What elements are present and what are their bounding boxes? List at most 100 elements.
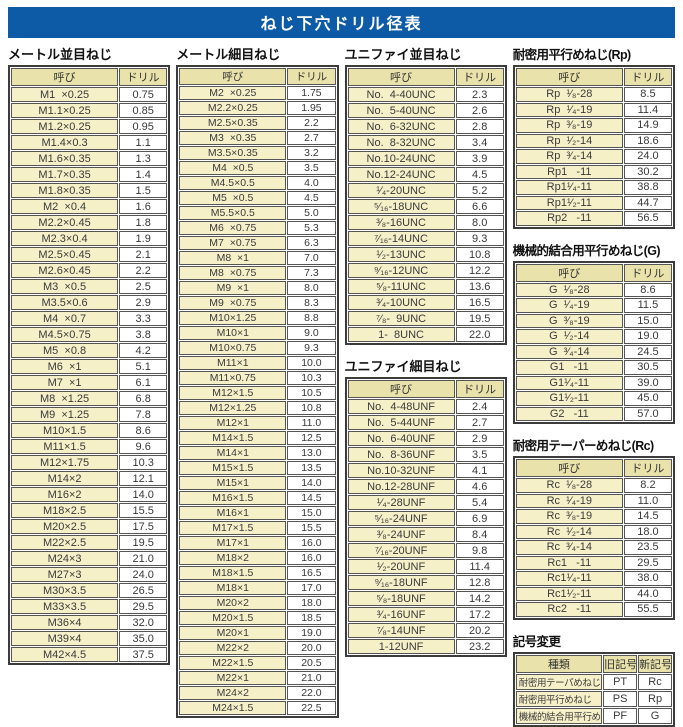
col-header-name: 呼び	[515, 68, 623, 86]
thread-name-cell: No. 8-36UNF	[347, 447, 455, 462]
thread-name-cell: M5 ×0.8	[11, 343, 119, 358]
thread-name-cell: M3 ×0.5	[11, 279, 119, 294]
drill-value-cell: 24.0	[623, 149, 672, 164]
drill-value-cell: 11.5	[623, 298, 672, 313]
section-heading-g: 機械的結合用平行めねじ(G)	[512, 243, 661, 258]
drill-value-cell: 5.2	[455, 183, 504, 198]
drill-value-cell: 10.3	[119, 455, 168, 470]
drill-value-cell: 2.2	[119, 263, 168, 278]
drill-value-cell: 1.3	[119, 151, 168, 166]
table-columns: メートル並目ねじ 呼び ドリル M1 ×0.25 0.75 M1.1×0.25 0.8…	[8, 43, 675, 727]
drill-value-cell: 6.8	[119, 391, 168, 406]
thread-name-cell: M7 ×0.75	[179, 236, 287, 250]
drill-value-cell: 6.9	[455, 511, 504, 526]
table-row: M14×1 13.0	[179, 446, 336, 460]
thread-name-cell: M1.6×0.35	[11, 151, 119, 166]
table-row: M24×2 22.0	[179, 686, 336, 700]
table-row: M1.7×0.35 1.4	[11, 167, 168, 182]
drill-value-cell: 23.5	[623, 540, 672, 555]
thread-name-cell: M17×1	[179, 536, 287, 550]
thread-name-cell: ¹⁄₄-28UNF	[347, 495, 455, 510]
table-row: ⁷⁄₁₆-14UNC 9.3	[347, 231, 504, 246]
table-row: M5.5×0.5 5.0	[179, 206, 336, 220]
table-row: G ³⁄₄-14 24.5	[515, 344, 672, 359]
drill-value-cell: 11.4	[455, 559, 504, 574]
drill-value-cell: 4.1	[455, 463, 504, 478]
header-row: 呼び ドリル	[515, 263, 672, 282]
thread-name-cell: M7 ×1	[11, 375, 119, 390]
table-row: M12×1.75 10.3	[11, 455, 168, 470]
drill-value-cell: 26.5	[119, 583, 168, 598]
header-row: 呼び ドリル	[179, 68, 336, 85]
table-row: M20×2 18.0	[179, 596, 336, 610]
thread-name-cell: M9 ×0.75	[179, 296, 287, 310]
drill-value-cell: 2.9	[455, 431, 504, 446]
thread-name-cell: M22×1	[179, 671, 287, 685]
drill-value-cell: 20.2	[455, 623, 504, 638]
thread-name-cell: ¹⁄₂-13UNC	[347, 247, 455, 262]
col-header-drill: ドリル	[455, 380, 504, 398]
drill-value-cell: 17.5	[119, 519, 168, 534]
thread-name-cell: M12×1.5	[179, 386, 287, 400]
col-header-drill: ドリル	[623, 68, 672, 86]
table-row: ⁵⁄₁₆-24UNF 6.9	[347, 511, 504, 526]
drill-value-cell: 3.2	[287, 146, 336, 160]
thread-name-cell: G ³⁄₈-19	[515, 313, 623, 328]
thread-name-cell: ⁹⁄₁₆-18UNF	[347, 575, 455, 590]
thread-name-cell: M1.2×0.25	[11, 119, 119, 134]
table-row: M18×1 17.0	[179, 581, 336, 595]
col-header-name: 呼び	[11, 68, 119, 86]
drill-value-cell: 9.3	[455, 231, 504, 246]
table-row: Rc2 -11 55.5	[515, 602, 672, 617]
thread-name-cell: M4.5×0.75	[11, 327, 119, 342]
table-row: M18×2 16.0	[179, 551, 336, 565]
drill-value-cell: 18.5	[287, 611, 336, 625]
thread-name-cell: Rc ³⁄₈-19	[515, 509, 623, 524]
thread-name-cell: No.12-24UNC	[347, 167, 455, 182]
table-row: ¹⁄₂-20UNF 11.4	[347, 559, 504, 574]
thread-name-cell: M2.5×0.45	[11, 247, 119, 262]
thread-name-cell: Rp1¹⁄₂-11	[515, 195, 623, 210]
table-row: Rp ¹⁄₄-19 11.4	[515, 102, 672, 117]
drill-value-cell: 14.0	[119, 487, 168, 502]
thread-name-cell: M24×1.5	[179, 701, 287, 715]
drill-value-cell: 55.5	[623, 602, 672, 617]
table-row: Rp1 -11 30.2	[515, 164, 672, 179]
drill-value-cell: 8.0	[287, 281, 336, 295]
thread-name-cell: M11×1	[179, 356, 287, 370]
table-row: M11×0.75 10.3	[179, 371, 336, 385]
table-row: M4 ×0.5 3.5	[179, 161, 336, 175]
drill-value-cell: 3.5	[287, 161, 336, 175]
drill-value-cell: 39.0	[623, 375, 672, 390]
table-row: M18×1.5 16.5	[179, 566, 336, 580]
drill-value-cell: 44.0	[623, 586, 672, 601]
thread-name-cell: M18×2	[179, 551, 287, 565]
drill-value-cell: 4.6	[455, 479, 504, 494]
thread-name-cell: M14×1.5	[179, 431, 287, 445]
drill-value-cell: 19.5	[119, 535, 168, 550]
drill-value-cell: 19.0	[287, 626, 336, 640]
table-row: Rp ³⁄₈-19 14.9	[515, 118, 672, 133]
table-row: 1-12UNF 23.2	[347, 639, 504, 654]
table-row: M8 ×0.75 7.3	[179, 266, 336, 280]
header-row: 呼び ドリル	[347, 68, 504, 86]
table-row: Rp ¹⁄₈-28 8.5	[515, 87, 672, 102]
thread-name-cell: M5 ×0.5	[179, 191, 287, 205]
drill-value-cell: 2.7	[287, 131, 336, 145]
table-row: M5 ×0.5 4.5	[179, 191, 336, 205]
table-row: M4 ×0.7 3.3	[11, 311, 168, 326]
thread-name-cell: ⁹⁄₁₆-12UNC	[347, 263, 455, 278]
table-row: Rp2 -11 56.5	[515, 211, 672, 226]
unified-coarse-table: 呼び ドリル No. 4-40UNC 2.3 No. 5-40UNC 2.6 No. 6…	[344, 65, 507, 345]
table-row: No. 4-48UNF 2.4	[347, 399, 504, 414]
thread-name-cell: M12×1.25	[179, 401, 287, 415]
table-row: M14×2 12.1	[11, 471, 168, 486]
unified-fine-table: 呼び ドリル No. 4-48UNF 2.4 No. 5-44UNF 2.7 No. 6…	[344, 377, 507, 657]
col-header-name: 呼び	[515, 263, 623, 282]
thread-name-cell: G2 -11	[515, 406, 623, 421]
thread-name-cell: G ¹⁄₈-28	[515, 282, 623, 297]
table-row: M15×1 14.0	[179, 476, 336, 490]
table-row: M6 ×0.75 5.3	[179, 221, 336, 235]
drill-value-cell: 11.0	[623, 493, 672, 508]
thread-name-cell: M16×2	[11, 487, 119, 502]
